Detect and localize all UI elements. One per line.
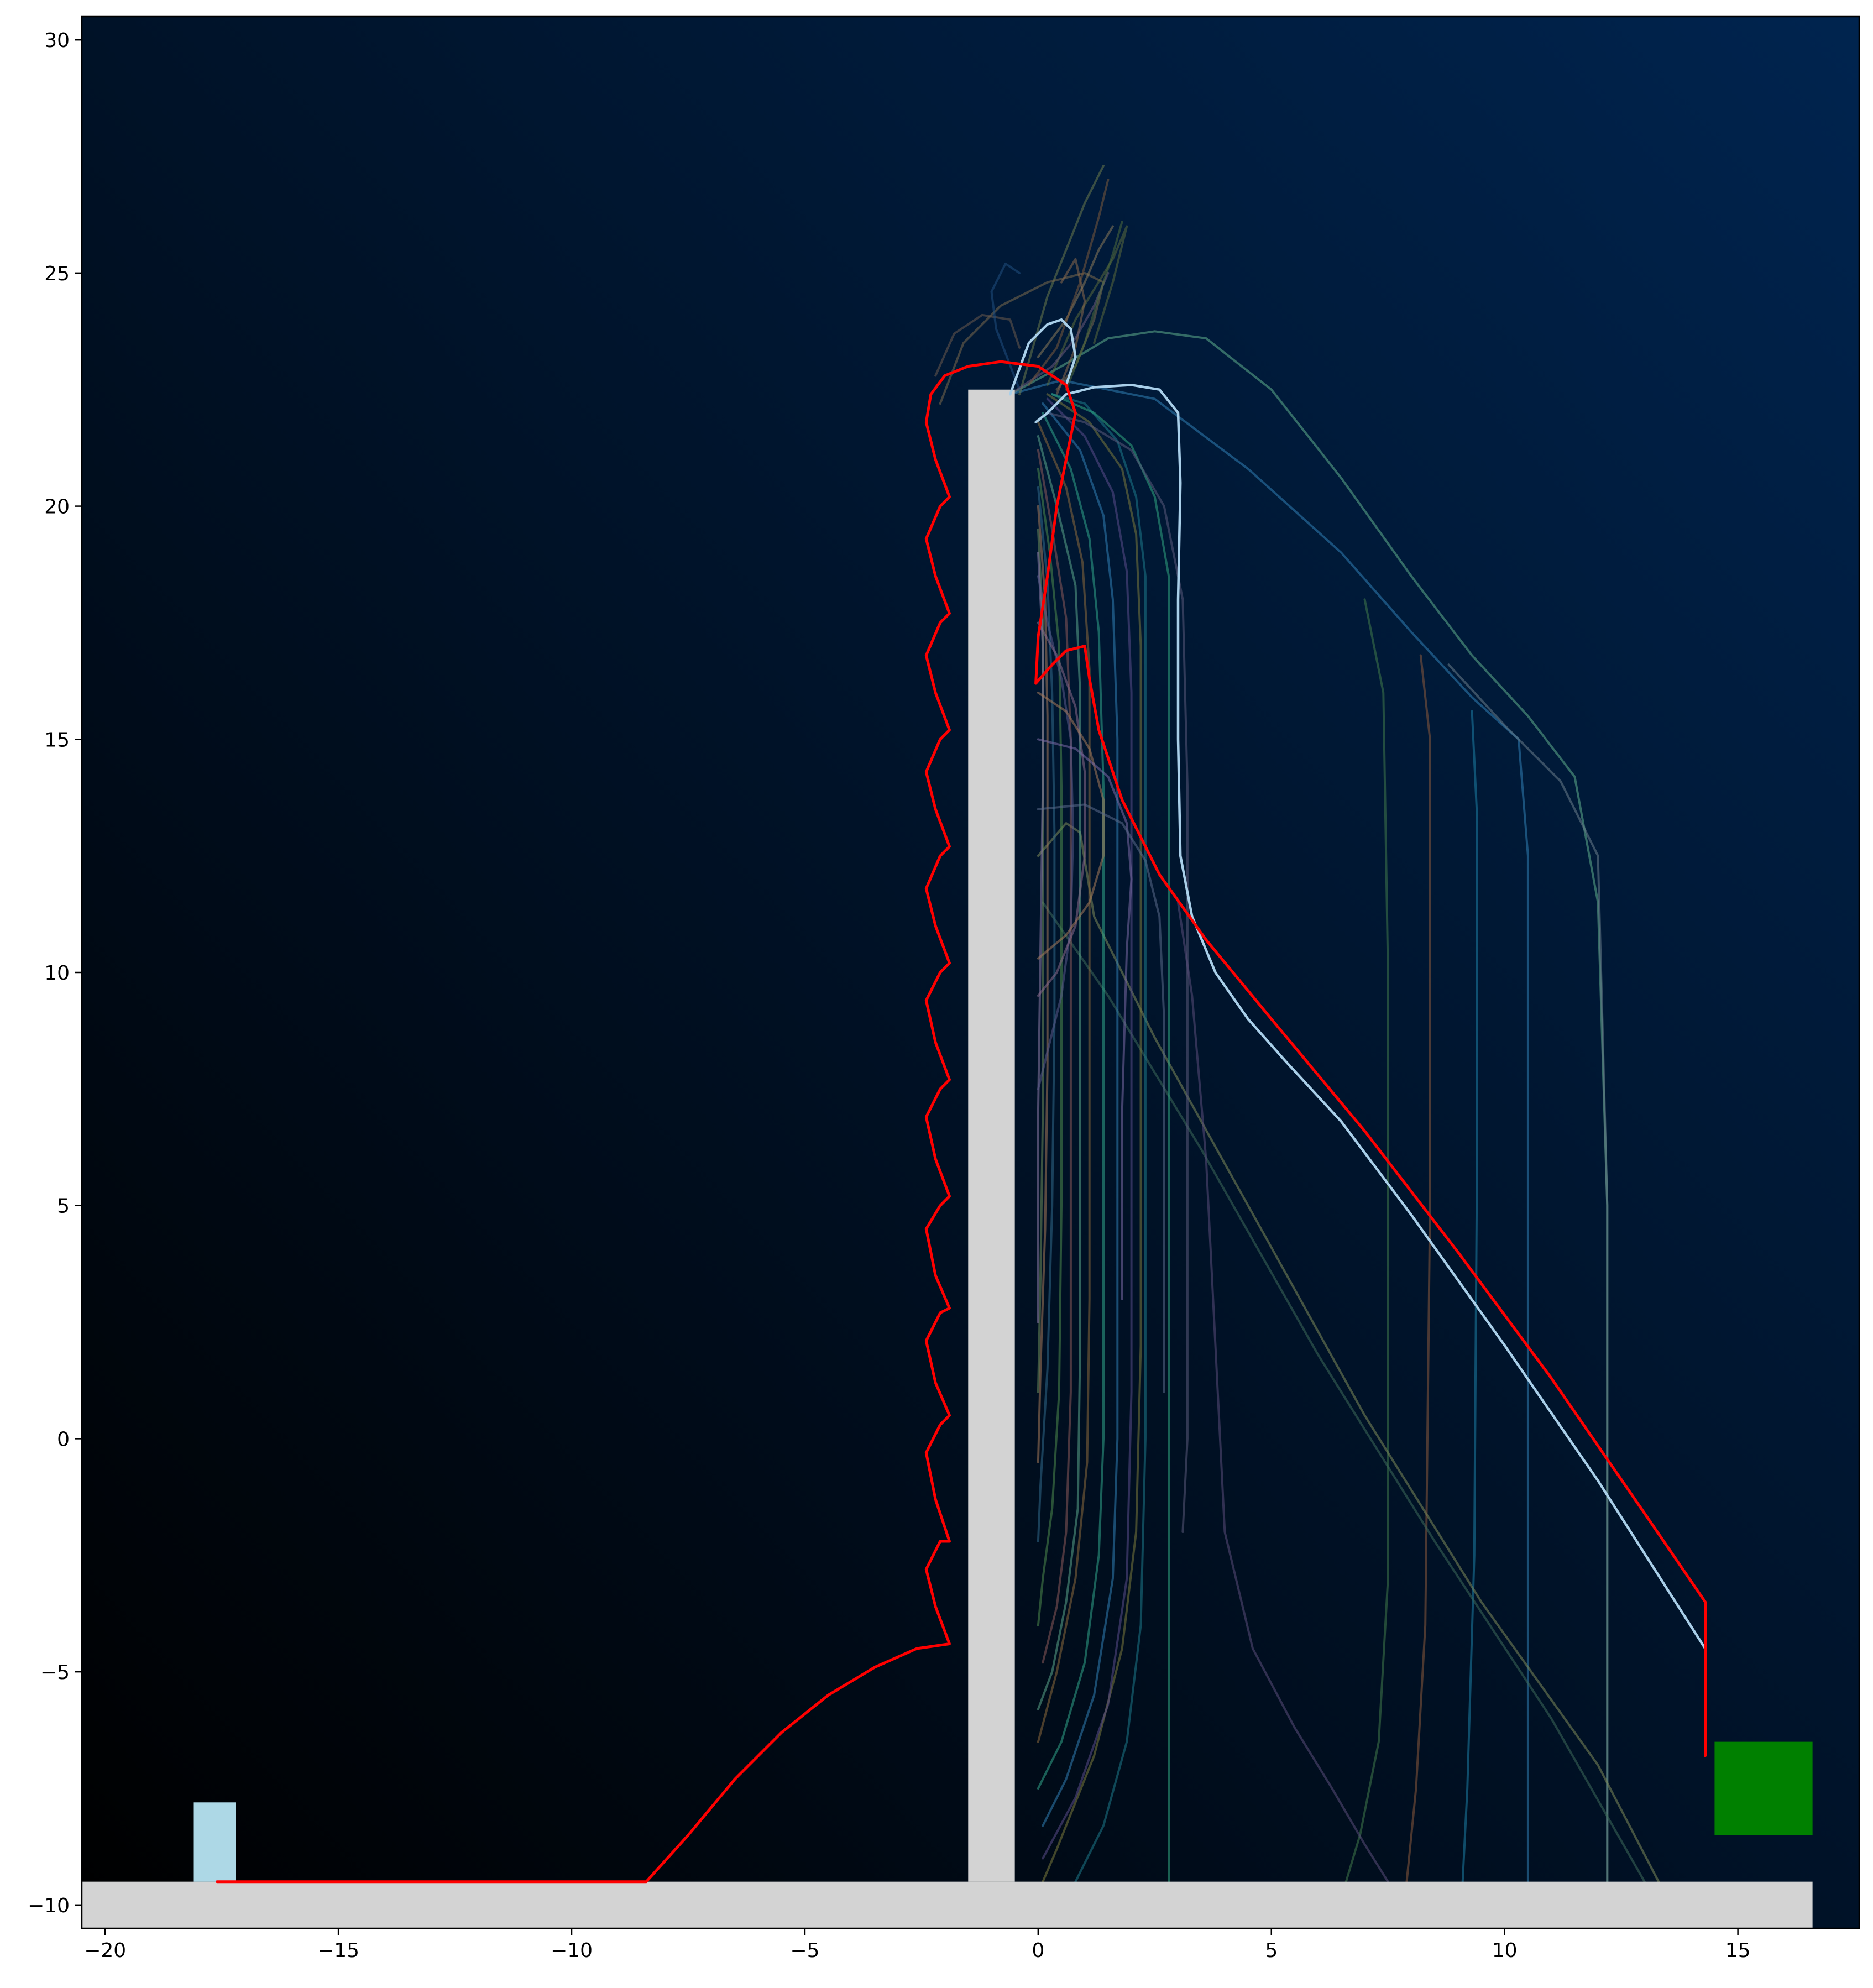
faint-trajectory-28 <box>1037 486 1056 1542</box>
faint-trajectory-22 <box>1042 402 1119 1827</box>
faint-trajectory-32 <box>1037 575 1075 1090</box>
x-tick-label: −20 <box>84 1939 126 1962</box>
faint-trajectory-21 <box>1042 397 1133 1860</box>
start-marker <box>193 1802 236 1882</box>
faint-trajectory-23 <box>1037 411 1105 1790</box>
y-tick-label: −5 <box>40 1661 70 1684</box>
faint-trajectory-25 <box>1037 435 1081 1710</box>
faint-trajectory-16 <box>1028 179 1110 386</box>
faint-trajectory-38 <box>1177 901 1389 1883</box>
faint-trajectory-15 <box>1037 225 1114 358</box>
x-tick-label: 5 <box>1265 1939 1278 1962</box>
faint-trajectory-13 <box>1055 258 1086 396</box>
faint-trajectory-34 <box>1037 692 1105 960</box>
floor-obstacle <box>82 1881 1813 1928</box>
faint-trajectory-3 <box>1461 710 1478 1883</box>
x-tick-label: 10 <box>1492 1939 1518 1962</box>
y-tick-label: 25 <box>44 263 70 285</box>
faint-trajectory-7 <box>1042 901 1646 1883</box>
faint-trajectory-29 <box>1037 505 1049 1463</box>
faint-trajectory-2 <box>1447 663 1609 1883</box>
faint-trajectory-36 <box>1037 803 1165 1394</box>
x-tick-label: −10 <box>551 1939 593 1962</box>
faint-trajectory-4 <box>1405 654 1431 1883</box>
faint-trajectory-19 <box>1051 393 1170 1883</box>
x-tick-label: −15 <box>317 1939 359 1962</box>
x-tick-label: 0 <box>1032 1939 1044 1962</box>
faint-trajectory-17 <box>1065 221 1123 391</box>
wall-obstacle <box>968 389 1015 1882</box>
faint-trajectory-20 <box>1042 393 1142 1883</box>
faint-trajectory-33 <box>1037 621 1086 997</box>
highlight-trajectory-lightblue-1 <box>1034 384 1707 1748</box>
faint-trajectory-35 <box>1037 738 1133 1300</box>
faint-trajectory-11 <box>990 263 1021 391</box>
x-tick-label: 15 <box>1725 1939 1751 1962</box>
faint-trajectory-31 <box>1037 551 1044 1323</box>
faint-trajectory-10 <box>934 313 1021 377</box>
faint-trajectory-30 <box>1037 528 1044 1394</box>
goal-marker <box>1714 1741 1813 1835</box>
faint-trajectory-27 <box>1037 468 1063 1626</box>
y-tick-label: 30 <box>44 29 70 52</box>
highlight-trajectory-red <box>216 360 1707 1884</box>
highlight-trajectory-lightblue-2 <box>1008 318 1077 396</box>
y-tick-label: 15 <box>44 729 70 751</box>
faint-trajectory-8 <box>1018 164 1105 396</box>
y-tick-label: 20 <box>44 496 70 519</box>
x-tick-label: −5 <box>790 1939 819 1962</box>
faint-trajectory-24 <box>1037 421 1091 1743</box>
faint-trajectory-1 <box>1009 379 1529 1883</box>
y-tick-label: 10 <box>44 962 70 985</box>
faint-trajectory-37 <box>1046 411 1189 1534</box>
y-tick-label: 0 <box>57 1428 70 1451</box>
y-tick-label: 5 <box>57 1195 70 1218</box>
faint-trajectory-26 <box>1037 449 1072 1664</box>
y-tick-label: −10 <box>28 1895 70 1917</box>
